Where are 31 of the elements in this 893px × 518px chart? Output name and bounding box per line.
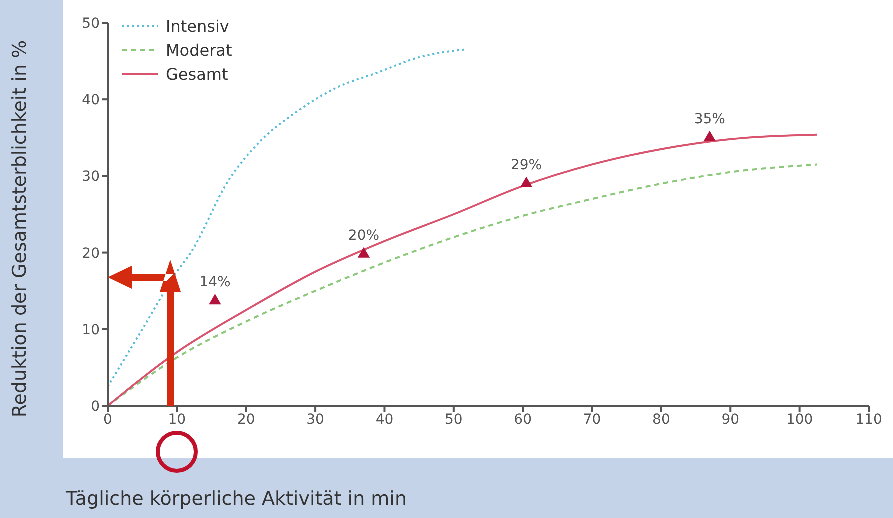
data-label: 29% [510,157,542,174]
x-tick-label: 40 [376,412,394,428]
point [209,294,222,305]
legend-label: Moderat [166,40,232,60]
y-tick-label: 0 [91,398,100,415]
y-axis-title: Reduktion der Gesamtsterblichkeit in % [9,40,31,418]
x-tick-label: 70 [583,412,602,428]
legend-label: Intensiv [166,16,230,36]
point [704,130,716,142]
y-tick-label: 10 [82,322,100,338]
y-tick-label: 40 [82,92,100,109]
y-tick-label: 50 [82,16,100,32]
data-label: 35% [694,111,726,128]
x-tick-label: 90 [722,412,740,428]
y-tick-label: 30 [82,169,100,186]
data-label: 14% [200,274,231,291]
x-tick-label: 50 [444,412,463,428]
point [358,247,370,258]
x-tick-label: 60 [514,412,532,428]
x-tick-label: 100 [786,412,814,428]
x-tick-label: 110 [856,412,882,428]
x-tick-label: 0 [104,412,112,428]
x-axis-title: Tägliche körperliche Aktivität in min [66,488,407,510]
point [520,176,533,188]
y-tick-label: 20 [82,246,100,262]
x-tick-label: 80 [652,412,670,428]
x-tick-label: 30 [306,412,324,428]
data-label: 20% [348,228,380,244]
x-tick-label: 10 [168,412,186,428]
x-tick-label: 20 [237,412,256,428]
legend-label: Gesamt [166,64,228,84]
